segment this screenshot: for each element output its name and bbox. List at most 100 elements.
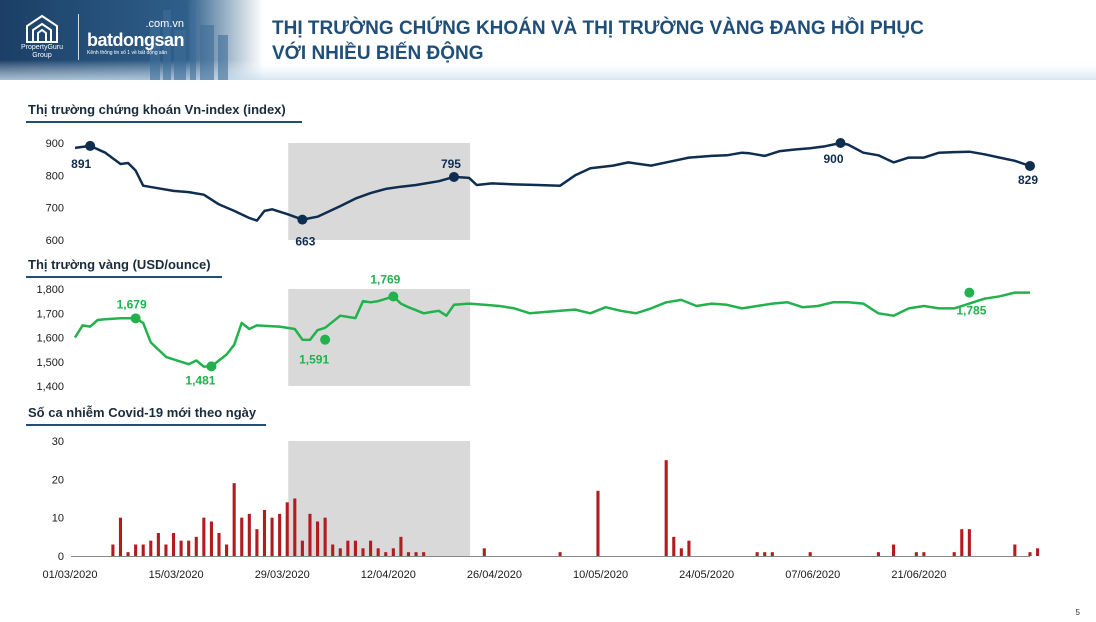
covid-bar bbox=[1036, 548, 1040, 556]
propertyguru-logo: PropertyGuru Group bbox=[14, 14, 70, 60]
covid-bar bbox=[482, 548, 486, 556]
covid-xtick-label: 07/06/2020 bbox=[785, 569, 840, 581]
covid-bar bbox=[156, 533, 160, 556]
gold-data-label: 1,591 bbox=[299, 353, 329, 367]
covid-ytick-label: 30 bbox=[52, 436, 64, 448]
gold-ytick-label: 1,500 bbox=[36, 357, 64, 369]
covid-xtick-label: 29/03/2020 bbox=[255, 569, 310, 581]
covid-bar bbox=[952, 552, 956, 556]
slide-header: PropertyGuru Group .com.vn batdongsan Kê… bbox=[0, 0, 1096, 80]
vnindex-title-underline bbox=[26, 121, 302, 123]
covid-xtick-label: 26/04/2020 bbox=[467, 569, 522, 581]
covid-bar bbox=[278, 513, 282, 556]
vnindex-marker bbox=[448, 171, 459, 182]
covid-bar bbox=[308, 513, 312, 556]
covid-highlight-band bbox=[288, 441, 471, 556]
covid-bar bbox=[914, 552, 918, 556]
covid-bar bbox=[270, 517, 274, 556]
vnindex-data-label: 900 bbox=[824, 152, 844, 166]
covid-bar bbox=[346, 540, 350, 556]
covid-bar bbox=[141, 544, 145, 556]
covid-bar bbox=[240, 517, 244, 556]
gold-highlight-band bbox=[288, 289, 471, 386]
covid-bar bbox=[202, 517, 206, 556]
gold-ytick-label: 1,400 bbox=[36, 381, 64, 393]
covid-bar bbox=[118, 517, 123, 556]
gold-chart-title: Thị trường vàng (USD/ounce) bbox=[28, 257, 211, 272]
gold-ytick-label: 1,800 bbox=[36, 284, 64, 296]
covid-xtick-label: 21/06/2020 bbox=[891, 569, 946, 581]
covid-bar bbox=[171, 533, 176, 556]
vnindex-data-label: 891 bbox=[71, 157, 91, 171]
covid-bar bbox=[247, 513, 251, 556]
covid-bar bbox=[672, 536, 676, 556]
covid-bar bbox=[960, 529, 964, 556]
covid-title-underline bbox=[26, 424, 266, 426]
covid-bar bbox=[770, 552, 774, 556]
gold-ytick-label: 1,600 bbox=[36, 333, 64, 345]
covid-bar bbox=[300, 540, 304, 556]
covid-bar bbox=[399, 536, 403, 556]
covid-xtick-label: 12/04/2020 bbox=[361, 569, 416, 581]
covid-bar bbox=[391, 548, 395, 556]
city-skyline-icon bbox=[150, 5, 228, 80]
batdongsan-tagline: Kênh thông tin số 1 về bất động sản bbox=[87, 49, 168, 56]
propertyguru-wordmark: PropertyGuru bbox=[20, 44, 64, 51]
covid-bar bbox=[763, 552, 767, 556]
covid-xtick-label: 15/03/2020 bbox=[149, 569, 204, 581]
covid-bar bbox=[187, 540, 191, 556]
covid-bar bbox=[217, 533, 221, 556]
covid-bar bbox=[255, 529, 259, 556]
gold-marker bbox=[130, 313, 141, 324]
gold-data-label: 1,769 bbox=[370, 273, 400, 287]
covid-bar bbox=[262, 510, 267, 556]
covid-bar bbox=[194, 536, 198, 556]
covid-bar bbox=[876, 552, 880, 556]
covid-bar bbox=[323, 517, 327, 556]
gold-data-label: 1,679 bbox=[117, 297, 147, 311]
covid-bar bbox=[225, 544, 229, 556]
covid-bar bbox=[315, 521, 320, 556]
header-background bbox=[0, 0, 1096, 80]
covid-bar bbox=[179, 540, 183, 556]
covid-bar bbox=[596, 490, 600, 556]
covid-bar bbox=[164, 544, 168, 556]
slide-title-line1: THỊ TRƯỜNG CHỨNG KHOÁN VÀ THỊ TRƯỜNG VÀN… bbox=[272, 18, 924, 39]
vnindex-marker bbox=[835, 138, 846, 148]
covid-bar bbox=[353, 540, 357, 556]
vnindex-marker bbox=[85, 140, 96, 151]
covid-bar bbox=[922, 552, 926, 556]
covid-bar bbox=[1013, 544, 1017, 556]
batdongsan-wordmark: batdongsan bbox=[87, 29, 185, 50]
gold-series-line bbox=[73, 291, 1030, 368]
gold-ytick-label: 1,700 bbox=[36, 308, 64, 320]
covid-bar bbox=[414, 552, 418, 556]
covid-bar bbox=[232, 483, 236, 556]
covid-xtick-label: 01/03/2020 bbox=[42, 569, 97, 581]
covid-bar bbox=[338, 548, 342, 556]
gold-data-label: 1,785 bbox=[956, 304, 986, 318]
logo-divider bbox=[78, 14, 79, 60]
propertyguru-group-label: Group bbox=[32, 52, 52, 59]
covid-bar bbox=[126, 552, 130, 556]
gold-marker bbox=[964, 287, 975, 298]
vnindex-marker bbox=[1025, 160, 1035, 171]
covid-xtick-label: 24/05/2020 bbox=[679, 569, 734, 581]
covid-bar bbox=[134, 544, 138, 556]
covid-bar bbox=[111, 544, 115, 556]
covid-bar bbox=[808, 552, 812, 556]
covid-ytick-label: 10 bbox=[52, 513, 64, 525]
covid-chart-title: Số ca nhiễm Covid-19 mới theo ngày bbox=[28, 405, 257, 420]
vnindex-ytick-label: 800 bbox=[46, 170, 64, 182]
gold-marker bbox=[206, 361, 217, 372]
covid-bar bbox=[892, 544, 896, 556]
gold-data-label: 1,481 bbox=[185, 373, 215, 387]
covid-bar bbox=[293, 498, 297, 556]
gold-marker bbox=[388, 291, 399, 302]
covid-bar bbox=[209, 521, 213, 556]
vnindex-chart-title: Thị trường chứng khoán Vn-index (index) bbox=[28, 102, 286, 117]
batdongsan-domain: .com.vn bbox=[145, 17, 184, 30]
covid-bar bbox=[149, 540, 153, 556]
covid-bar bbox=[687, 540, 691, 556]
